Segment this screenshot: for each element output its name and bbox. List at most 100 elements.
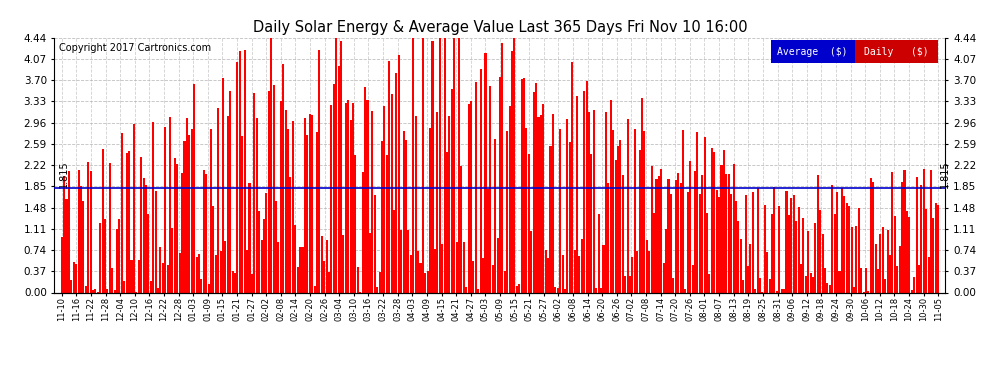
Bar [815,222,817,292]
Bar [509,106,511,292]
Bar [133,124,135,292]
Bar [771,214,773,292]
Bar [645,240,647,292]
Bar [159,247,161,292]
Bar [716,190,718,292]
Bar [824,268,826,292]
Bar [328,272,330,292]
Bar [494,139,496,292]
Bar [437,112,439,292]
Bar [812,278,814,292]
Bar [467,104,469,292]
Bar [72,262,74,292]
Bar [521,79,523,292]
Bar [879,234,881,292]
Bar [759,278,761,292]
Bar [171,228,173,292]
Bar [588,112,590,292]
Bar [827,283,829,292]
Bar [482,258,484,292]
Bar [554,287,556,292]
Bar [884,279,886,292]
Bar [376,286,378,292]
Bar [788,215,790,292]
Bar [556,288,558,292]
Bar [477,289,479,292]
Bar [561,255,563,292]
Bar [270,38,272,292]
Bar [92,290,94,292]
FancyBboxPatch shape [771,40,854,63]
Bar [369,233,371,292]
Bar [648,252,650,292]
Bar [282,64,284,292]
Bar [489,86,491,292]
Bar [573,249,575,292]
Bar [217,108,219,292]
Bar [533,92,535,292]
Bar [610,100,612,292]
Bar [116,230,118,292]
Bar [354,156,356,292]
Bar [603,245,605,292]
Bar [309,114,311,292]
Bar [658,176,660,292]
Bar [501,44,503,292]
Bar [405,140,407,292]
Bar [544,250,546,292]
Bar [773,187,775,292]
Bar [455,242,457,292]
Bar [629,276,631,292]
Text: 1.815: 1.815 [59,160,69,188]
Bar [798,207,800,292]
Bar [371,111,373,292]
Bar [89,171,92,292]
Bar [446,153,448,292]
Bar [386,155,388,292]
Bar [566,119,568,292]
Bar [415,116,417,292]
Bar [911,291,913,292]
Bar [543,104,545,292]
Bar [795,221,797,292]
Bar [480,69,482,292]
Bar [311,115,313,292]
Bar [263,219,265,292]
Text: Average  ($): Average ($) [777,46,848,57]
Bar [612,130,614,292]
Text: Copyright 2017 Cartronics.com: Copyright 2017 Cartronics.com [59,43,211,52]
Bar [250,274,252,292]
Bar [528,154,530,292]
Bar [706,213,708,292]
Bar [624,276,627,292]
Bar [210,129,212,292]
Bar [768,279,770,292]
Bar [131,260,133,292]
Bar [244,51,246,292]
Bar [77,170,79,292]
Bar [694,171,696,292]
Bar [442,244,444,292]
Bar [641,98,644,292]
Bar [255,118,257,292]
Bar [845,203,847,292]
Bar [535,83,538,292]
Bar [742,280,744,292]
Text: 1.815: 1.815 [940,160,949,188]
Bar [410,255,412,292]
Bar [161,262,163,292]
Bar [487,189,489,292]
Bar [124,280,126,292]
Bar [590,154,592,292]
Bar [448,117,450,292]
Bar [395,74,397,292]
Bar [373,195,376,292]
Bar [711,148,713,292]
Bar [340,41,342,292]
Bar [581,239,583,292]
Bar [644,131,645,292]
Bar [164,127,166,292]
Bar [860,268,862,292]
Bar [65,199,67,292]
Bar [933,218,935,292]
